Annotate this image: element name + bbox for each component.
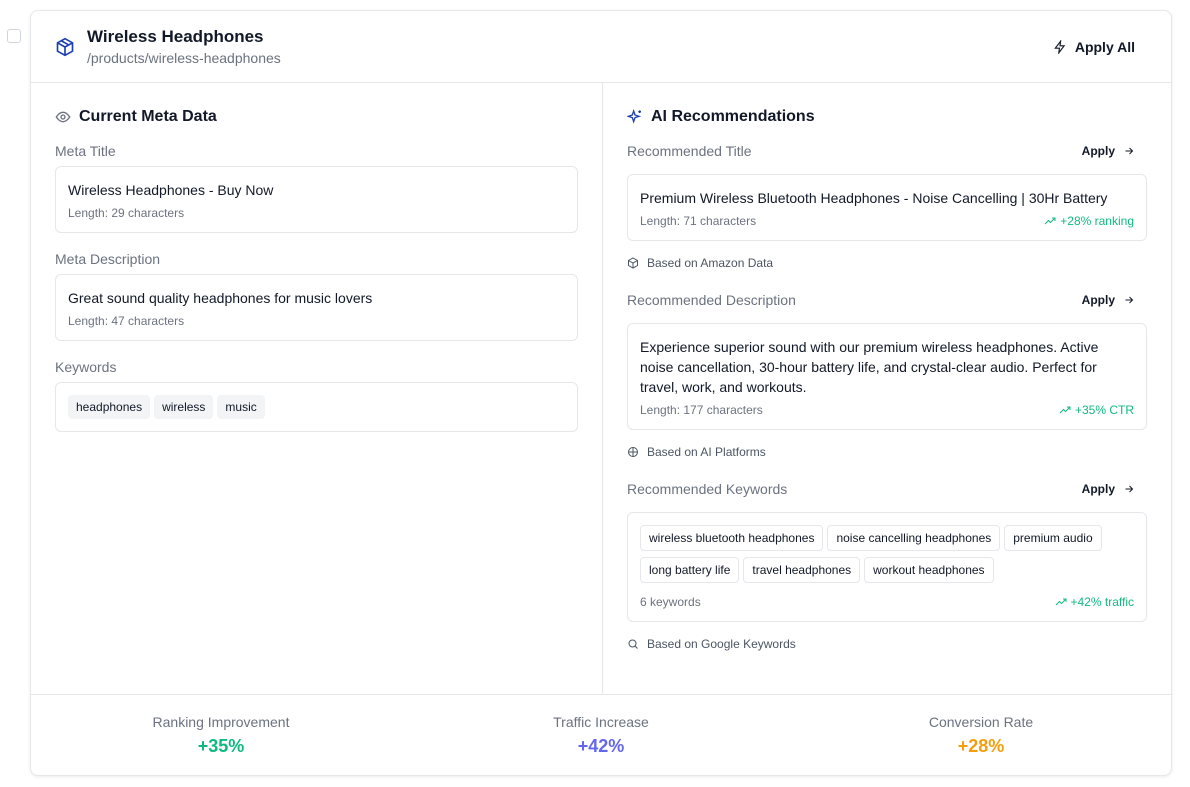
search-icon	[628, 639, 638, 649]
trend-icon	[1055, 598, 1067, 606]
rec-meta: Length: 71 characters +28% ranking	[640, 214, 1134, 228]
sparkles-icon	[627, 109, 642, 124]
current-column: Current Meta Data Meta Title Wireless Hea…	[31, 83, 602, 694]
impact-text: +42% traffic	[1070, 595, 1134, 609]
rec-keyword-list: wireless bluetooth headphones noise cance…	[640, 525, 1134, 583]
arrow-icon	[1125, 485, 1134, 493]
keyword-chip: music	[217, 395, 265, 419]
trend-icon	[1044, 217, 1056, 225]
apply-label: Apply	[1081, 293, 1115, 307]
metric-value: +35%	[197, 735, 245, 756]
rec-length: Length: 177 characters	[640, 403, 763, 417]
keyword-chip: wireless	[154, 395, 214, 419]
source-icon	[628, 257, 638, 269]
field-label: Meta Title	[55, 143, 116, 159]
field-box: Great sound quality headphones for music…	[55, 274, 578, 341]
metric-value: +42%	[577, 735, 625, 756]
rec-label: Recommended Title	[627, 143, 752, 159]
metric-label: Ranking Improvement	[152, 713, 290, 730]
field-length: Length: 29 characters	[68, 206, 185, 220]
rec-label: Recommended Description	[627, 292, 796, 308]
source-icon	[628, 447, 638, 457]
source: Based on AI Platforms	[627, 445, 1147, 459]
current-heading: Current Meta Data	[55, 107, 578, 127]
metric: Traffic Increase +42%	[411, 714, 791, 757]
rec-keywords-label: Recommended Keywords	[627, 481, 788, 497]
recommendation-list: Recommended Title Apply Premium Wireless B…	[627, 143, 1147, 459]
arrow-icon	[1125, 296, 1134, 304]
recommendations-heading-text: AI Recommendations	[651, 108, 815, 125]
current-heading-text: Current Meta Data	[79, 108, 217, 125]
impact: +35% CTR	[1059, 403, 1134, 417]
product-info: Wireless Headphones /products/wireless-h…	[87, 27, 281, 66]
product-name: Wireless Headphones	[87, 27, 264, 46]
field-box: Wireless Headphones - Buy Now Length: 29 …	[55, 166, 578, 233]
keyword-chip: premium audio	[1004, 525, 1102, 551]
apply-button[interactable]: Apply	[1082, 482, 1147, 496]
keyword-chip: headphones	[68, 395, 151, 419]
impact: +28% ranking	[1044, 214, 1134, 228]
rec-keywords-meta: 6 keywords +42% traffic	[640, 595, 1134, 609]
field-label: Meta Description	[55, 251, 161, 267]
apply-label: Apply	[1081, 482, 1115, 496]
apply-all-button[interactable]: Apply All	[1041, 31, 1147, 63]
package-icon	[56, 37, 74, 56]
impact: +42% traffic	[1055, 595, 1134, 609]
apply-label: Apply	[1081, 144, 1115, 158]
keywords-box: headphones wireless music	[55, 382, 578, 432]
source: Based on Amazon Data	[627, 256, 1147, 270]
keyword-chip: travel headphones	[743, 557, 861, 583]
keyword-list: headphones wireless music	[68, 395, 565, 419]
field-length: Length: 47 characters	[68, 314, 185, 328]
arrow-icon	[1125, 147, 1134, 155]
rec-keywords-box: wireless bluetooth headphones noise cance…	[627, 512, 1147, 622]
apply-button[interactable]: Apply	[1082, 293, 1147, 307]
keyword-chip: wireless bluetooth headphones	[640, 525, 824, 551]
current-fields: Meta Title Wireless Headphones - Buy Now L…	[55, 143, 578, 341]
rec-header: Recommended Description Apply	[627, 292, 1147, 308]
source-text: Based on Amazon Data	[647, 256, 774, 270]
card-body: Current Meta Data Meta Title Wireless Hea…	[31, 83, 1171, 695]
apply-button[interactable]: Apply	[1082, 144, 1147, 158]
field-value: Wireless Headphones - Buy Now	[68, 182, 274, 198]
field-value: Great sound quality headphones for music…	[68, 290, 373, 306]
source: Based on Google Keywords	[627, 637, 1147, 651]
product-path: /products/wireless-headphones	[87, 50, 281, 66]
product-card: Wireless Headphones /products/wireless-h…	[30, 10, 1172, 776]
rec-value: Experience superior sound with our premi…	[640, 339, 1099, 395]
keywords-label: Keywords	[55, 359, 117, 375]
bolt-icon	[1054, 39, 1066, 54]
metric-label: Traffic Increase	[553, 713, 649, 730]
impact-text: +35% CTR	[1074, 403, 1134, 417]
rec-box: Premium Wireless Bluetooth Headphones - …	[627, 174, 1147, 241]
rec-keywords-header: Recommended Keywords Apply	[627, 481, 1147, 497]
rec-meta: Length: 177 characters +35% CTR	[640, 403, 1134, 417]
metric-label: Conversion Rate	[928, 713, 1034, 730]
eye-icon	[55, 111, 71, 123]
source-text: Based on AI Platforms	[647, 445, 766, 459]
metric-value: +28%	[957, 735, 1005, 756]
keyword-chip: workout headphones	[864, 557, 994, 583]
source-text: Based on Google Keywords	[647, 637, 796, 651]
select-checkbox[interactable]	[7, 29, 21, 43]
metric: Ranking Improvement +35%	[31, 714, 411, 757]
apply-all-label: Apply All	[1074, 38, 1135, 55]
rec-box: Experience superior sound with our premi…	[627, 323, 1147, 430]
impact-text: +28% ranking	[1060, 214, 1134, 228]
recommendations-heading: AI Recommendations	[627, 107, 1147, 127]
metrics-footer: Ranking Improvement +35% Traffic Increase +…	[31, 695, 1171, 775]
keyword-chip: noise cancelling headphones	[827, 525, 1001, 551]
metric: Conversion Rate +28%	[791, 714, 1171, 757]
rec-value: Premium Wireless Bluetooth Headphones - …	[640, 190, 1108, 206]
keyword-count: 6 keywords	[640, 595, 701, 609]
card-header: Wireless Headphones /products/wireless-h…	[31, 11, 1171, 83]
keyword-chip: long battery life	[640, 557, 740, 583]
rec-length: Length: 71 characters	[640, 214, 757, 228]
recommendations-column: AI Recommendations Recommended Title Appl…	[602, 83, 1171, 694]
trend-icon	[1059, 406, 1071, 414]
rec-header: Recommended Title Apply	[627, 143, 1147, 159]
